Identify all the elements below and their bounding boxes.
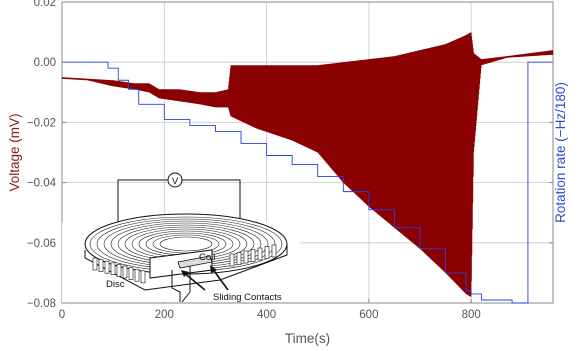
rotation-trace <box>62 61 553 304</box>
coil-cross-section <box>134 268 140 282</box>
y-tick-label: −0.06 <box>27 238 56 250</box>
plot-area-border <box>61 1 554 304</box>
coil-cross-section <box>243 250 249 264</box>
apparatus-illustration: V Coil Disc Sliding Contacts <box>62 172 300 303</box>
coil-ring <box>159 236 213 252</box>
y-axis-title: Voltage (mV) <box>7 113 22 191</box>
y-tick-label: 0.02 <box>34 0 56 9</box>
sliding-contact-block <box>177 255 213 269</box>
x-tick-label: 200 <box>155 309 174 321</box>
axis-titles: Time(s) Voltage (mV) Rotation rate (−Hz/18… <box>7 82 568 346</box>
coil-label: Coil <box>199 252 215 263</box>
y-tick-label: −0.08 <box>27 298 56 310</box>
voltmeter-label: V <box>172 176 179 187</box>
coil-cross-section <box>257 247 263 261</box>
voltage-series <box>61 32 554 297</box>
contact-arrow-2 <box>211 267 229 291</box>
coil-cross-section <box>264 246 270 259</box>
cutaway-windings <box>92 244 277 284</box>
coil-cross-section <box>271 244 277 258</box>
x-axis-title: Time(s) <box>285 331 330 346</box>
coil-cross-section <box>116 264 122 277</box>
coil-cross-section <box>128 267 134 280</box>
coil-cross-section <box>98 259 104 272</box>
coil-cross-section <box>140 270 146 284</box>
coil-cross-section <box>236 252 242 265</box>
coil-cross-section <box>250 249 256 262</box>
rotation-series <box>62 61 553 304</box>
voltmeter-icon <box>167 172 183 188</box>
x-tick-label: 600 <box>359 309 378 321</box>
coil-cross-section <box>104 260 110 274</box>
x-tick-label: 800 <box>462 309 481 321</box>
x-tick-label: 0 <box>59 309 65 321</box>
axis-ticks: 0 200 400 600 800 0.02 0.00 −0.02 −0.04 −0.06 −0.0… <box>27 0 553 321</box>
contact-arrow-2-head <box>210 265 217 273</box>
coil-cross-section <box>110 262 116 276</box>
y-tick-label: −0.02 <box>27 117 56 129</box>
y2-axis-title: Rotation rate (−Hz/180) <box>553 82 568 223</box>
coil-cross-section <box>229 253 235 267</box>
plot-frame <box>61 1 554 304</box>
disc-label: Disc <box>106 279 125 290</box>
y-tick-label: 0.00 <box>34 57 56 69</box>
shaft <box>171 262 191 303</box>
coil-cross-section <box>92 257 98 271</box>
contact-arrow-1-head <box>181 270 189 277</box>
contact-arrow-1 <box>182 271 206 291</box>
coil-cross-section <box>122 265 128 279</box>
sliding-contacts-label: Sliding Contacts <box>213 292 282 303</box>
y-tick-label: −0.04 <box>27 178 57 190</box>
x-tick-label: 400 <box>257 309 276 321</box>
voltage-trace <box>61 32 554 297</box>
